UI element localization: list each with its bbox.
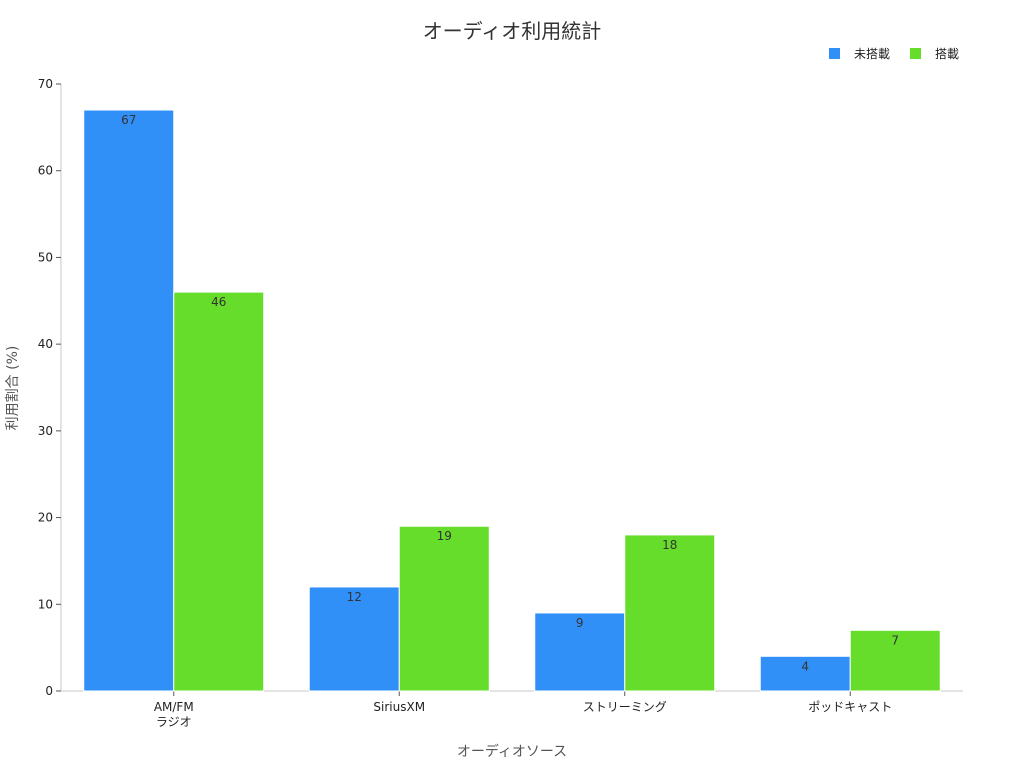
data-label: 67 (121, 113, 136, 127)
y-tick-label: 0 (45, 684, 53, 698)
x-tick-label: ポッドキャスト (808, 700, 892, 714)
y-tick-label: 20 (38, 511, 53, 525)
x-tick-label: ラジオ (156, 715, 192, 729)
bar-series-1 (83, 109, 175, 692)
data-label: 9 (576, 616, 584, 630)
bar-series-1 (534, 612, 626, 692)
bar-series-1 (759, 655, 851, 692)
data-label: 4 (801, 659, 809, 673)
x-tick-label: AM/FM (154, 700, 194, 714)
y-tick-label: 60 (38, 164, 53, 178)
y-tick-label: 40 (38, 337, 53, 351)
bar-series-2 (173, 291, 265, 692)
data-label: 12 (347, 590, 362, 604)
bars: 67 46 12 19 9 18 4 7 (83, 109, 941, 692)
y-tick-label: 10 (38, 597, 53, 611)
x-tick-label: SiriusXM (373, 700, 425, 714)
x-tick-label: ストリーミング (583, 700, 667, 714)
legend: 未搭載 搭載 (829, 47, 959, 61)
y-tick-label: 50 (38, 250, 53, 264)
legend-label: 搭載 (935, 47, 959, 61)
data-label: 7 (891, 633, 899, 647)
chart-title: オーディオ利用統計 (423, 19, 602, 43)
x-axis-title: オーディオソース (457, 743, 567, 760)
bar-series-2 (398, 525, 490, 692)
data-label: 46 (211, 295, 226, 309)
data-label: 19 (437, 529, 452, 543)
data-label: 18 (662, 538, 677, 552)
legend-swatch (910, 48, 921, 59)
legend-label: 未搭載 (854, 47, 890, 61)
y-tick-label: 70 (38, 77, 53, 91)
y-axis-title: 利用割合 (%) (4, 346, 21, 431)
legend-swatch (829, 48, 840, 59)
bar-series-2 (849, 629, 941, 692)
y-tick-label: 30 (38, 424, 53, 438)
bar-series-2 (624, 534, 716, 692)
